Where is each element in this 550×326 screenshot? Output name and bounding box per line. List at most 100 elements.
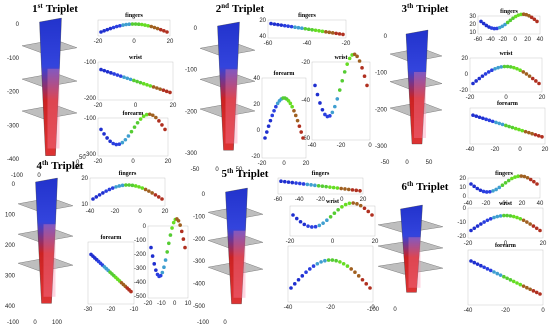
- arm-glow: [414, 72, 426, 138]
- trajectory-dot: [357, 59, 362, 63]
- trajectory-dot: [491, 189, 495, 193]
- arm-y-tick: 0: [202, 192, 206, 198]
- trajectory-dot: [99, 127, 103, 132]
- plot-x-tick: -60: [264, 41, 273, 47]
- trajectory-dot: [295, 118, 300, 123]
- trajectory-dot: [336, 207, 340, 212]
- trajectory-dot: [313, 183, 317, 188]
- trajectory-dot: [321, 221, 325, 225]
- trajectory-dot: [320, 184, 325, 189]
- trajectory-dot: [365, 83, 369, 88]
- trajectory-dot: [156, 195, 161, 199]
- arm-x-tick: -100: [367, 307, 380, 313]
- trajectory-dot: [309, 183, 313, 187]
- trajectory-dot: [330, 31, 335, 35]
- plot-box: [261, 77, 307, 159]
- trajectory-dot: [124, 22, 128, 27]
- trajectory-dot: [115, 73, 120, 77]
- trajectory-dot: [492, 215, 496, 220]
- trajectory-dot: [289, 24, 294, 29]
- plot-box: [89, 177, 166, 207]
- trajectory-dot: [297, 124, 302, 129]
- trajectory-dot: [167, 241, 171, 246]
- trajectory-dot: [137, 185, 141, 189]
- plot-x-tick: -20: [111, 209, 120, 215]
- trajectory-dot: [360, 277, 365, 282]
- trajectory-dot: [313, 28, 318, 33]
- trajectory-dot: [301, 136, 305, 140]
- trajectory-dot: [469, 259, 473, 263]
- plot-y-tick: 10: [81, 202, 88, 208]
- trajectory-dot: [518, 282, 523, 287]
- arm-glow: [408, 237, 421, 288]
- trajectory-dot: [323, 112, 327, 117]
- arm: [217, 21, 240, 151]
- plot-y-tick: 40: [253, 76, 260, 82]
- trajectory-dot: [520, 128, 525, 133]
- trajectory-dot: [335, 186, 340, 190]
- trajectory-dot: [472, 226, 477, 231]
- trajectory-dot: [117, 142, 122, 147]
- trajectory-dot: [318, 101, 322, 105]
- arm-y-tick: 0: [16, 22, 20, 28]
- trajectory-dot: [511, 279, 516, 284]
- title-number: 1: [32, 3, 38, 15]
- trajectory-dot: [292, 108, 296, 113]
- arm-z-tick: 50: [79, 155, 86, 161]
- trajectory-dot: [145, 83, 149, 87]
- trajectory-dot: [508, 278, 513, 282]
- arm-z-tick: 0: [76, 160, 80, 166]
- trajectory-dot: [155, 26, 160, 31]
- trajectory-dot: [328, 185, 332, 189]
- arm-y-tick: -200: [193, 237, 206, 243]
- trajectory-dot: [160, 270, 165, 275]
- trajectory-dot: [335, 97, 340, 101]
- trajectory-dot: [286, 24, 290, 28]
- trajectory-dot: [343, 187, 347, 191]
- plot-x-tick: 40: [537, 37, 544, 43]
- plot-y-tick: -400: [134, 280, 147, 286]
- trajectory-dot: [345, 264, 350, 268]
- trajectory-dot: [149, 245, 153, 250]
- plot-label: forearm: [495, 243, 516, 249]
- trajectory-dot: [129, 289, 133, 294]
- plot-y-tick: -20: [301, 60, 310, 66]
- title-word: Triplet: [51, 160, 84, 172]
- arm-x-tick: 0: [223, 320, 227, 326]
- trajectory-dot: [488, 189, 492, 194]
- plot-x-tick: -40: [303, 41, 312, 47]
- trajectory-dot: [143, 23, 147, 27]
- trajectory-dot: [317, 29, 321, 33]
- trajectory-dot: [485, 267, 490, 271]
- trajectory-dot: [324, 184, 328, 189]
- trajectory-dot: [168, 90, 172, 95]
- trajectory-dot: [523, 129, 528, 134]
- trajectory-dot: [153, 193, 158, 197]
- plot-box: [467, 249, 544, 306]
- trajectory-dot: [293, 25, 297, 30]
- plot-x-tick: -20: [94, 159, 103, 165]
- trajectory-dot: [330, 110, 335, 115]
- trajectory-dot: [505, 64, 510, 69]
- trajectory-dot: [97, 193, 102, 197]
- trajectory-dot: [317, 223, 322, 228]
- trajectory-dot: [165, 30, 169, 34]
- trajectory-dot: [364, 282, 369, 286]
- plot-x-tick: 0: [514, 37, 518, 43]
- trajectory-dot: [311, 264, 316, 268]
- trajectory-dot: [482, 265, 486, 270]
- plot-x-tick: -20: [482, 201, 491, 207]
- trajectory-dot: [294, 216, 299, 221]
- trajectory-dot: [146, 23, 150, 28]
- plot-x-tick: 0: [340, 197, 344, 203]
- trajectory-dot: [151, 113, 155, 118]
- plot-y-tick: -20: [459, 88, 468, 94]
- plot-x-tick: -40: [466, 147, 475, 153]
- trajectory-dot: [484, 190, 489, 194]
- trajectory-dot: [507, 124, 511, 129]
- trajectory-dot: [508, 18, 513, 23]
- plot-label: fingers: [312, 171, 330, 177]
- trajectory-dot: [122, 75, 126, 79]
- trajectory-dot: [296, 277, 301, 282]
- plot-y-tick: 40: [259, 34, 266, 40]
